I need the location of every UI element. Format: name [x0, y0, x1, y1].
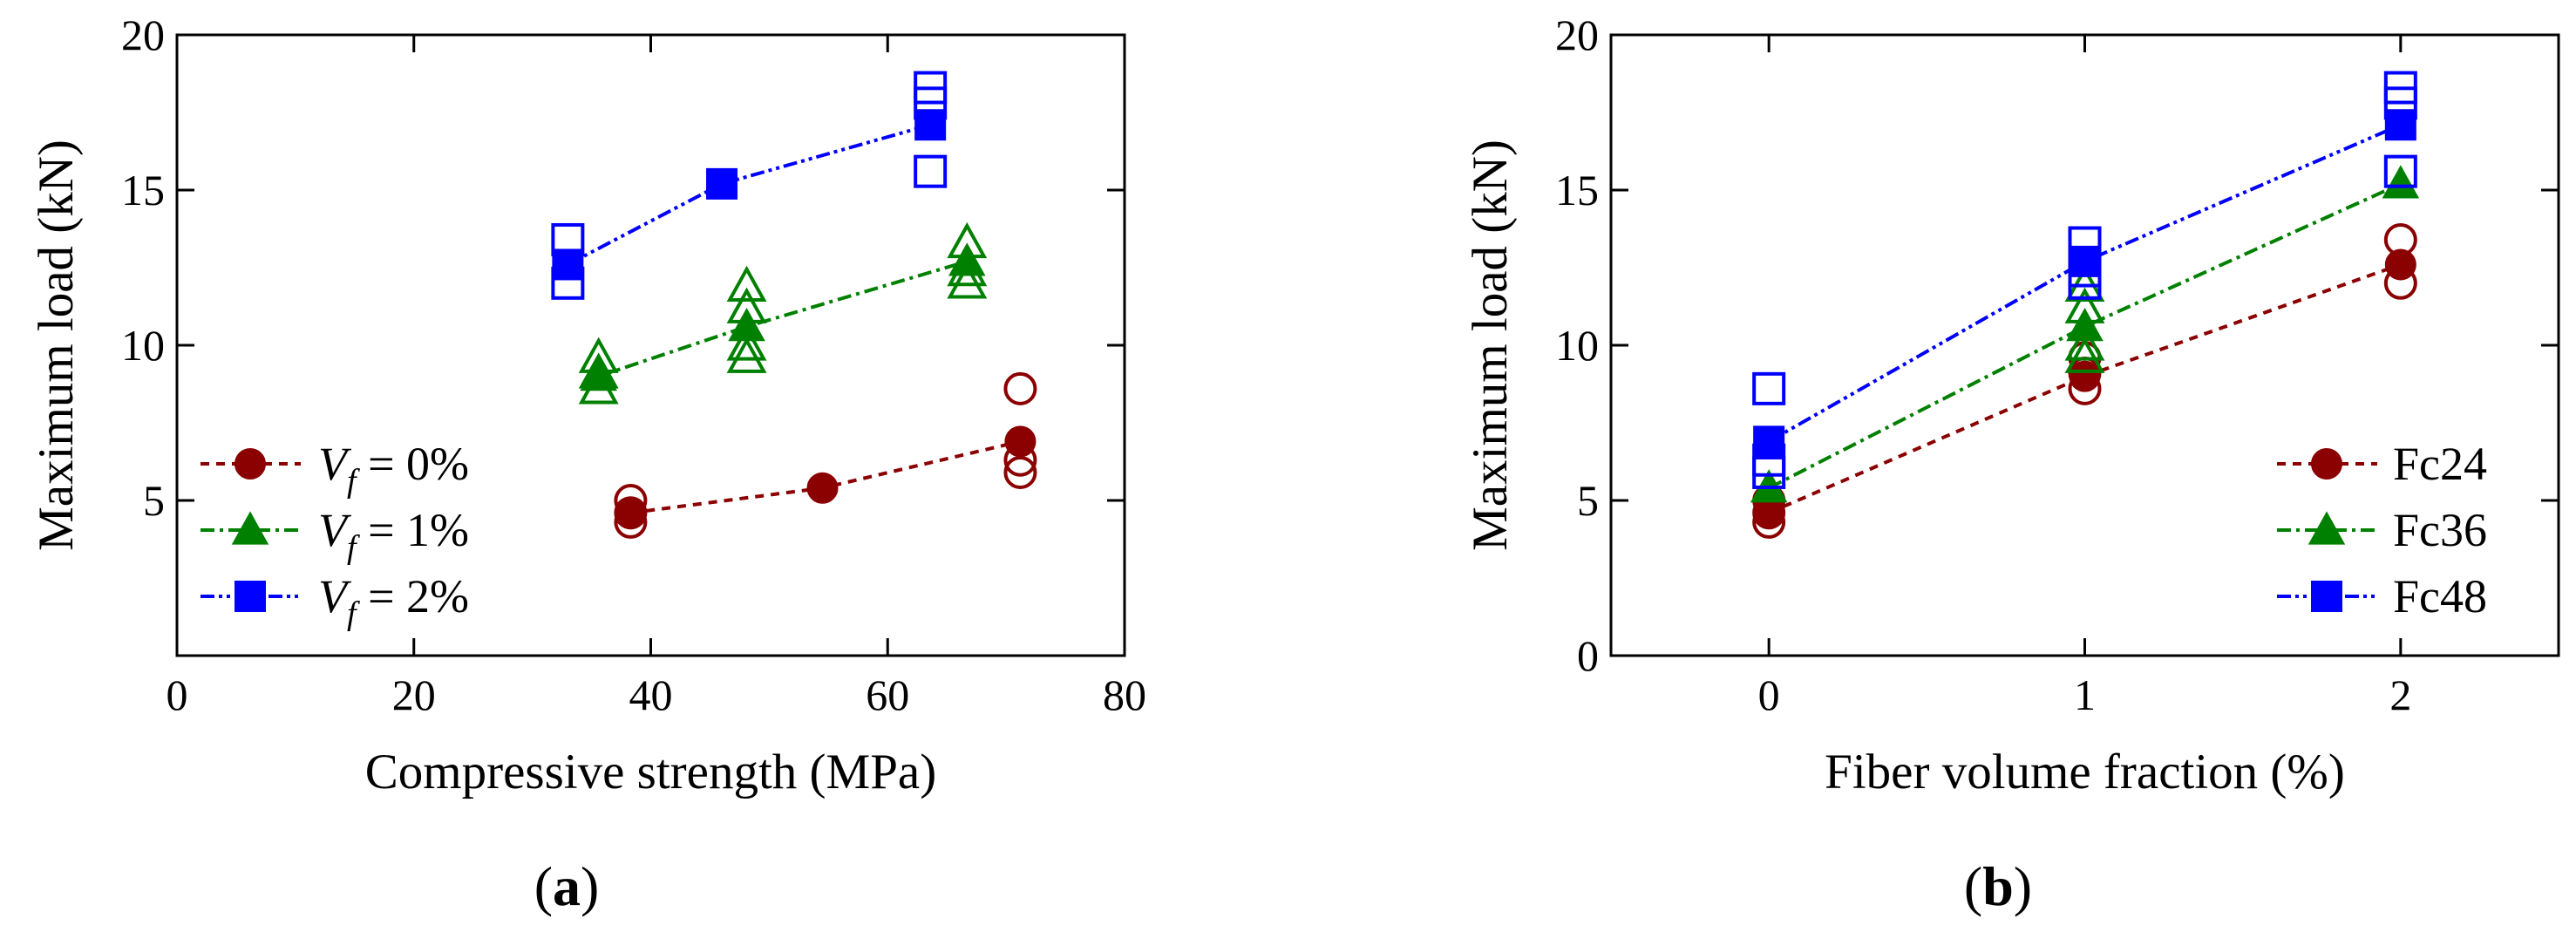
y-tick-label: 15	[1555, 166, 1599, 214]
legend-value: = 2%	[357, 570, 469, 622]
mean-point	[914, 109, 947, 141]
y-tick-label: 5	[143, 476, 165, 525]
plot-frame	[1609, 33, 2560, 657]
legend-entry: Vf = 2%	[201, 570, 469, 632]
series-line	[1768, 262, 2402, 515]
mean-point	[2066, 308, 2104, 342]
series-0	[1752, 222, 2417, 539]
legend-var: V	[318, 504, 352, 556]
legend-label: Vf = 1%	[318, 504, 469, 566]
caption-open: (	[1964, 855, 1982, 917]
legend-value: Fc24	[2393, 438, 2487, 490]
mean-point	[1753, 425, 1785, 458]
series-2	[551, 71, 948, 300]
specimen-point	[2064, 324, 2105, 361]
legend-marker	[2311, 581, 2342, 612]
x-tick-label: 80	[1103, 670, 1146, 719]
legend-value: = 0%	[357, 438, 469, 490]
caption-close: )	[2014, 855, 2032, 917]
y-tick-label: 10	[121, 321, 165, 370]
x-axis-title: Fiber volume fraction (%)	[1825, 745, 2345, 799]
series-1	[578, 221, 988, 405]
panel-caption: (a)	[534, 855, 600, 917]
x-tick-label: 40	[629, 670, 673, 719]
mean-point	[580, 357, 617, 391]
specimen-point	[2064, 337, 2105, 373]
mean-point	[806, 472, 839, 504]
legend-value: = 1%	[357, 504, 469, 556]
legend-label: Fc24	[2393, 438, 2487, 490]
caption-letter: a	[553, 855, 581, 917]
mean-point	[2069, 360, 2101, 392]
specimen-point	[726, 324, 767, 361]
legend-var: V	[318, 570, 352, 622]
caption-open: (	[534, 855, 553, 917]
mean-point	[948, 242, 986, 276]
x-tick-label: 2	[2389, 670, 2411, 719]
x-axis-title: Compressive strength (MPa)	[365, 745, 936, 799]
legend-marker	[231, 511, 269, 545]
chart-panel-a: 0 20 40 60 80 5 10 15 20 Compressive strength (MP…	[29, 10, 1146, 917]
legend-marker	[234, 581, 266, 612]
y-axis-title: Maximum load (kN)	[1463, 139, 1518, 551]
specimen-point	[2383, 71, 2417, 105]
y-tick-label: 10	[1555, 321, 1599, 370]
y-tick-label: 15	[121, 166, 165, 214]
legend-entry: Vf = 0%	[201, 438, 469, 500]
specimen-point	[726, 337, 767, 373]
legend-var: V	[318, 438, 352, 490]
mean-point	[2384, 248, 2416, 281]
legend-value: Fc36	[2393, 504, 2487, 556]
specimen-point	[1003, 455, 1037, 489]
mean-point	[706, 167, 738, 200]
legend-label: Fc48	[2393, 570, 2487, 622]
legend-label: Vf = 2%	[318, 570, 469, 632]
y-tick-label: 0	[1577, 631, 1599, 680]
plot-frame	[175, 33, 1126, 657]
x-tick-label: 0	[1758, 670, 1780, 719]
legend-value: Fc48	[2393, 570, 2487, 622]
specimen-point	[914, 71, 948, 105]
specimen-point	[914, 154, 948, 188]
specimen-point	[947, 262, 988, 299]
y-tick-label: 5	[1577, 476, 1599, 525]
series-line	[598, 259, 968, 378]
legend-entry: Fc24	[2277, 438, 2487, 490]
specimen-point	[2383, 154, 2417, 188]
legend-entry: Fc36	[2277, 504, 2487, 556]
legend-label: Fc36	[2393, 504, 2487, 556]
specimen-point	[726, 265, 767, 302]
mean-point	[2069, 245, 2101, 277]
legend-entry: Vf = 1%	[201, 504, 469, 566]
caption-close: )	[581, 855, 599, 917]
x-tick-label: 60	[866, 670, 909, 719]
mean-point	[728, 308, 765, 342]
legend-marker	[2311, 448, 2342, 480]
y-tick-label: 20	[121, 10, 165, 59]
mean-point	[615, 497, 647, 529]
legend-label: Vf = 0%	[318, 438, 469, 500]
mean-point	[2382, 165, 2420, 199]
series-line	[1768, 123, 2402, 444]
panel-caption: (b)	[1964, 855, 2032, 917]
series-line	[567, 123, 931, 267]
specimen-point	[1003, 371, 1037, 405]
legend-marker	[234, 448, 266, 480]
series-0	[614, 371, 1037, 539]
x-tick-label: 1	[2074, 670, 2096, 719]
mean-point	[1004, 425, 1037, 458]
mean-point	[552, 248, 584, 281]
x-tick-label: 0	[167, 670, 188, 719]
x-tick-label: 20	[392, 670, 436, 719]
caption-letter: b	[1982, 855, 2014, 917]
legend-entry: Fc48	[2277, 570, 2487, 622]
mean-point	[2384, 109, 2416, 141]
specimen-point	[1752, 371, 1786, 405]
y-axis-title: Maximum load (kN)	[29, 139, 84, 551]
series-2	[1752, 71, 2417, 489]
legend-marker	[2308, 511, 2346, 545]
y-tick-label: 20	[1555, 10, 1599, 59]
